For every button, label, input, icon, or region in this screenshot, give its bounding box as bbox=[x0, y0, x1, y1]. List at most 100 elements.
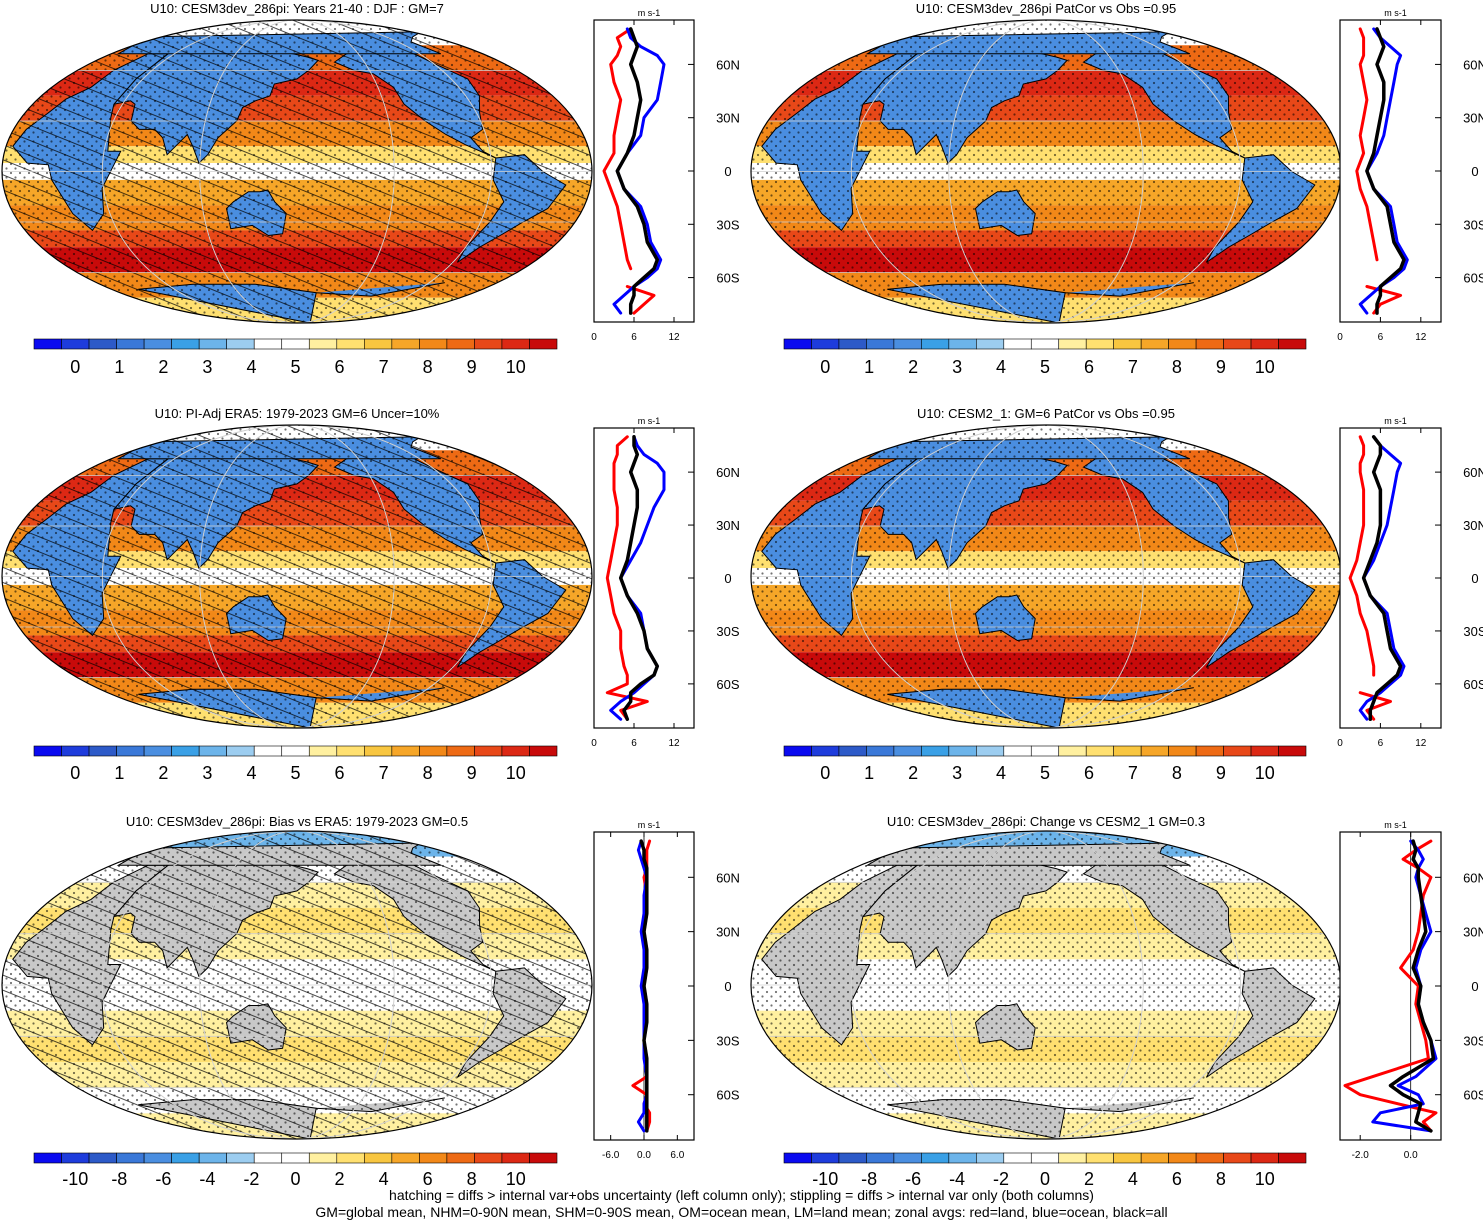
zonal-panel-2: m s-1 0 6 12 60N 30N 0 30S 60S bbox=[1337, 8, 1483, 343]
colorbar-swatch bbox=[1003, 338, 1032, 350]
colorbar-tick-label: 5 bbox=[290, 763, 300, 783]
zonal-ytick-label: 60N bbox=[716, 465, 740, 480]
colorbar-1: 0 1 2 3 4 5 6 7 8 9 10 bbox=[33, 338, 558, 377]
colorbar-swatch bbox=[226, 1152, 255, 1164]
colorbar-tick-label: 6 bbox=[335, 763, 345, 783]
colorbar-swatch bbox=[419, 338, 448, 350]
colorbar-tick-label: 2 bbox=[908, 357, 918, 377]
colorbar-swatch bbox=[1278, 1152, 1307, 1164]
colorbar-swatch bbox=[364, 1152, 393, 1164]
colorbar-swatch bbox=[419, 745, 448, 757]
colorbar-swatch bbox=[811, 338, 840, 350]
colorbar-swatch bbox=[446, 1152, 475, 1164]
colorbar-swatch bbox=[501, 745, 530, 757]
colorbar-swatch bbox=[1168, 338, 1197, 350]
zonal-ytick-label: 30S bbox=[716, 1033, 739, 1048]
colorbar-swatch bbox=[838, 338, 867, 350]
colorbar-tick-label: 4 bbox=[996, 763, 1006, 783]
colorbar-tick-label: 3 bbox=[952, 763, 962, 783]
colorbar-swatch bbox=[336, 1152, 365, 1164]
zonal-ytick-label: 60S bbox=[716, 271, 739, 286]
zonal-ytick-label: 0 bbox=[724, 979, 731, 994]
colorbar-tick-label: 5 bbox=[290, 357, 300, 377]
zonal-ytick-label: 30S bbox=[1463, 1033, 1483, 1048]
colorbar-tick-label: 3 bbox=[952, 357, 962, 377]
colorbar-swatch bbox=[921, 745, 950, 757]
colorbar-swatch bbox=[1250, 338, 1279, 350]
colorbar-tick-label: 1 bbox=[864, 763, 874, 783]
zonal-series-red bbox=[1343, 839, 1438, 1133]
colorbar-tick-label: 0 bbox=[70, 763, 80, 783]
colorbar-tick-label: 0 bbox=[1040, 1169, 1050, 1189]
zonal-xtick-label: 12 bbox=[668, 332, 680, 343]
colorbar-swatch bbox=[501, 338, 530, 350]
colorbar-swatch bbox=[226, 745, 255, 757]
colorbar-swatch bbox=[976, 745, 1005, 757]
zonal-panel-3: m s-1 0 6 12 60N 30N 0 30S 60S bbox=[591, 416, 740, 749]
colorbar-tick-label: 0 bbox=[820, 763, 830, 783]
colorbar-swatch bbox=[1113, 338, 1142, 350]
zonal-ytick-label: 60S bbox=[716, 677, 739, 692]
colorbar-tick-label: 3 bbox=[202, 357, 212, 377]
map-title: U10: CESM3dev_286pi: Bias vs ERA5: 1979-… bbox=[126, 814, 468, 829]
zonal-ytick-label: 30N bbox=[716, 518, 740, 533]
colorbar-swatch bbox=[866, 338, 895, 350]
colorbar-tick-label: 6 bbox=[1084, 357, 1094, 377]
zonal-ytick-label: 30S bbox=[1463, 217, 1483, 232]
colorbar-swatch bbox=[1168, 1152, 1197, 1164]
zonal-xtick-label: 6 bbox=[631, 738, 637, 749]
colorbar-swatch bbox=[893, 745, 922, 757]
colorbar-swatch bbox=[308, 338, 338, 350]
colorbar-swatch bbox=[1195, 745, 1224, 757]
colorbar-tick-label: -4 bbox=[949, 1169, 965, 1189]
colorbar-tick-label: -4 bbox=[199, 1169, 215, 1189]
zonal-ytick-label: 0 bbox=[1471, 164, 1478, 179]
colorbar-swatch bbox=[336, 338, 365, 350]
colorbar-tick-label: 8 bbox=[423, 763, 433, 783]
colorbar-swatch bbox=[308, 1152, 338, 1164]
footer-note-hatching: hatching = diffs > internal var+obs unce… bbox=[389, 1187, 1094, 1203]
colorbar-swatch bbox=[61, 1152, 90, 1164]
colorbar-tick-label: -6 bbox=[155, 1169, 171, 1189]
colorbar-swatch bbox=[226, 338, 255, 350]
zonal-series-black bbox=[1361, 435, 1403, 721]
colorbar-swatch bbox=[391, 745, 420, 757]
map-field bbox=[2, 425, 592, 728]
colorbar-swatch bbox=[88, 1152, 117, 1164]
colorbar-swatch bbox=[1250, 1152, 1279, 1164]
zonal-ytick-label: 30S bbox=[716, 217, 739, 232]
footer-note-means: GM=global mean, NHM=0-90N mean, SHM=0-90… bbox=[315, 1204, 1168, 1220]
colorbar-tick-label: -10 bbox=[62, 1169, 88, 1189]
zonal-ytick-label: 30S bbox=[716, 624, 739, 639]
zonal-xtick-label: 12 bbox=[1415, 738, 1427, 749]
colorbar-swatch bbox=[474, 338, 503, 350]
colorbar-swatch bbox=[1223, 745, 1252, 757]
colorbar-tick-label: 10 bbox=[506, 763, 526, 783]
zonal-ytick-label: 60S bbox=[1463, 1088, 1483, 1103]
colorbar-swatch bbox=[88, 338, 117, 350]
colorbar-swatch bbox=[1168, 745, 1197, 757]
colorbar-tick-label: 8 bbox=[423, 357, 433, 377]
colorbar-swatch bbox=[474, 745, 503, 757]
colorbar-tick-label: 1 bbox=[114, 357, 124, 377]
colorbar-swatch bbox=[1030, 338, 1060, 350]
colorbar-swatch bbox=[1195, 338, 1224, 350]
colorbar-swatch bbox=[866, 1152, 895, 1164]
colorbar-tick-label: 6 bbox=[423, 1169, 433, 1189]
colorbar-tick-label: 5 bbox=[1040, 763, 1050, 783]
colorbar-6: -10 -8 -6 -4 -2 0 2 4 6 8 10 bbox=[783, 1152, 1307, 1189]
colorbar-swatch bbox=[116, 1152, 145, 1164]
map-title: U10: PI-Adj ERA5: 1979-2023 GM=6 Uncer=1… bbox=[155, 406, 440, 421]
colorbar-swatch bbox=[33, 338, 62, 350]
colorbar-swatch bbox=[253, 338, 283, 350]
zonal-frame bbox=[593, 427, 695, 729]
colorbar-tick-label: -6 bbox=[905, 1169, 921, 1189]
colorbar-swatch bbox=[948, 745, 977, 757]
colorbar-tick-label: 4 bbox=[1128, 1169, 1138, 1189]
colorbar-swatch bbox=[501, 1152, 530, 1164]
colorbar-swatch bbox=[1058, 745, 1087, 757]
colorbar-swatch bbox=[783, 338, 812, 350]
zonal-xtick-label: 0.0 bbox=[637, 1150, 651, 1161]
colorbar-tick-label: -8 bbox=[861, 1169, 877, 1189]
colorbar-tick-label: 7 bbox=[379, 763, 389, 783]
